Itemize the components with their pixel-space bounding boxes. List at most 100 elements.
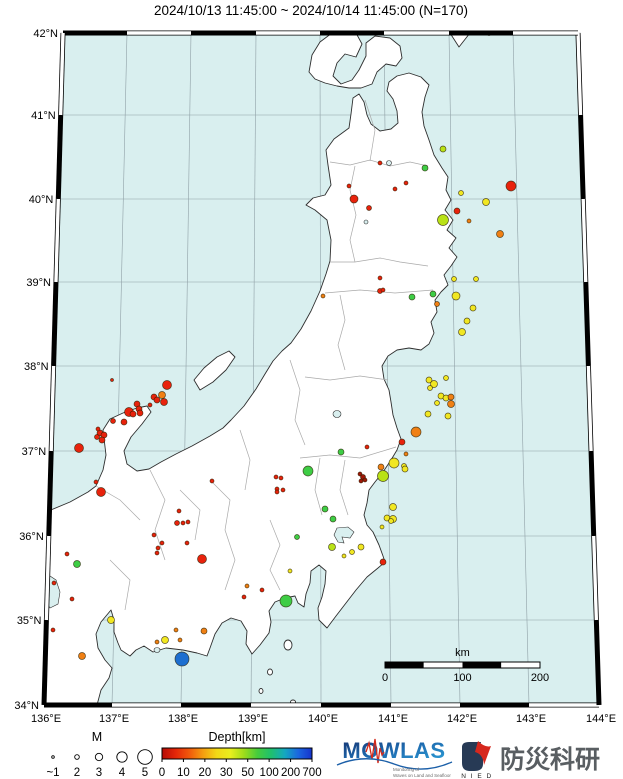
scalebar-label: 100: [453, 672, 471, 684]
epicenter-marker: [362, 477, 368, 483]
magnitude-size-label: 3: [96, 767, 102, 779]
epicenter-marker: [273, 474, 279, 480]
epicenter-marker: [453, 207, 461, 215]
epicenter-marker: [429, 290, 437, 298]
epicenter-marker: [388, 457, 400, 469]
epicenter-marker: [463, 317, 471, 325]
epicenter-marker: [377, 275, 383, 281]
magnitude-size-label: 2: [74, 767, 80, 779]
earthquake-epicenter-markers: [50, 33, 517, 667]
island-sado: [193, 350, 236, 391]
mowlas-tagline-2: Waves on Land and Seafloor: [393, 773, 451, 778]
coastline-honshu: [44, 33, 471, 705]
lake-inawashiro: [332, 410, 342, 418]
epicenter-marker: [174, 651, 190, 667]
scalebar-unit: km: [455, 647, 470, 659]
epicenter-marker: [341, 553, 347, 559]
mowlas-wave-line: [336, 758, 453, 770]
lat-label: 35°N: [17, 615, 42, 627]
nied-logo: N I E D 防災科研: [461, 741, 600, 779]
epicenter-marker: [274, 489, 280, 495]
coastline-hokkaido-cape: [449, 33, 471, 48]
epicenter-marker: [154, 639, 160, 645]
epicenter-marker: [94, 434, 100, 440]
epicenter-marker: [162, 380, 172, 390]
magnitude-size-sample: [51, 755, 55, 759]
epicenter-marker: [358, 478, 364, 484]
nied-name-ja: 防災科研: [500, 746, 600, 774]
epicenter-marker: [458, 190, 464, 196]
lake-tazawa: [363, 219, 369, 225]
epicenter-marker: [389, 503, 397, 511]
map-scale-bar: km 0 100 200: [382, 647, 549, 684]
epicenter-marker: [147, 402, 153, 408]
epicenter-marker: [329, 515, 337, 523]
epicenter-marker: [176, 508, 182, 514]
magnitude-size-sample: [116, 751, 128, 763]
magnitude-size-sample: [137, 749, 153, 765]
island-izu: [283, 639, 293, 651]
epicenter-marker: [107, 616, 115, 624]
epicenter-marker: [73, 560, 81, 568]
epicenter-marker: [160, 398, 168, 406]
epicenter-marker: [346, 183, 352, 189]
mowlas-logo: MOWLAS Monitoring of Waves on Land and S…: [336, 738, 453, 778]
lake-hamana: [153, 647, 161, 653]
epicenter-marker: [50, 627, 56, 633]
lon-label: 138°E: [168, 713, 198, 725]
lat-label: 39°N: [26, 277, 51, 289]
lat-label: 34°N: [14, 700, 39, 712]
epicenter-marker: [184, 540, 190, 546]
scalebar-label: 200: [531, 672, 549, 684]
epicenter-marker: [74, 443, 84, 453]
epicenter-marker: [95, 426, 101, 432]
epicenter-marker: [403, 180, 409, 186]
epicenter-marker: [151, 532, 157, 538]
epicenter-marker: [197, 554, 207, 564]
lon-label: 136°E: [31, 713, 61, 725]
mowlas-tagline-1: Monitoring of: [393, 767, 420, 772]
epicenter-marker: [505, 180, 517, 192]
epicenter-marker: [398, 438, 406, 446]
epicenter-marker: [437, 214, 449, 226]
epicenter-marker: [451, 291, 461, 301]
epicenter-marker: [136, 409, 144, 417]
epicenter-marker: [278, 475, 284, 481]
epicenter-marker: [408, 293, 416, 301]
magnitude-legend-label: M: [92, 730, 102, 744]
epicenter-marker: [377, 470, 389, 482]
lon-label: 139°E: [238, 713, 268, 725]
lat-label: 40°N: [29, 194, 54, 206]
epicenter-marker: [180, 520, 186, 526]
epicenter-marker: [364, 444, 370, 450]
epicenter-marker: [439, 145, 447, 153]
depth-tick-label: 50: [241, 767, 254, 779]
nied-mark-red: [475, 741, 491, 765]
epicenter-marker: [161, 636, 169, 644]
epicenter-marker: [401, 465, 409, 473]
magnitude-size-sample: [74, 754, 80, 760]
epicenter-marker: [51, 580, 57, 586]
epicenter-marker: [349, 549, 355, 555]
epicenter-marker: [78, 652, 86, 660]
epicenter-marker: [154, 550, 160, 556]
coastline-hokkaido: [308, 33, 403, 89]
lon-label: 144°E: [586, 713, 616, 725]
epicenter-marker: [434, 301, 440, 307]
magnitude-size-sample: [94, 752, 104, 762]
epicenter-marker: [451, 276, 457, 282]
epicenter-marker: [259, 587, 265, 593]
lat-label: 37°N: [22, 446, 47, 458]
map-legend: M ~1 2 3 4 5 Depth[km] 0 10 20 30 50 100 200 700: [46, 730, 321, 779]
island-izu: [258, 688, 264, 694]
depth-tick-label: 20: [198, 767, 211, 779]
epicenter-marker: [174, 520, 180, 526]
epicenter-marker: [496, 230, 504, 238]
lon-label: 142°E: [447, 713, 477, 725]
scalebar-label: 0: [382, 672, 388, 684]
epicenter-marker: [403, 451, 409, 457]
epicenter-marker: [380, 287, 386, 293]
epicenter-marker: [447, 393, 455, 401]
depth-tick-label: 700: [302, 767, 321, 779]
